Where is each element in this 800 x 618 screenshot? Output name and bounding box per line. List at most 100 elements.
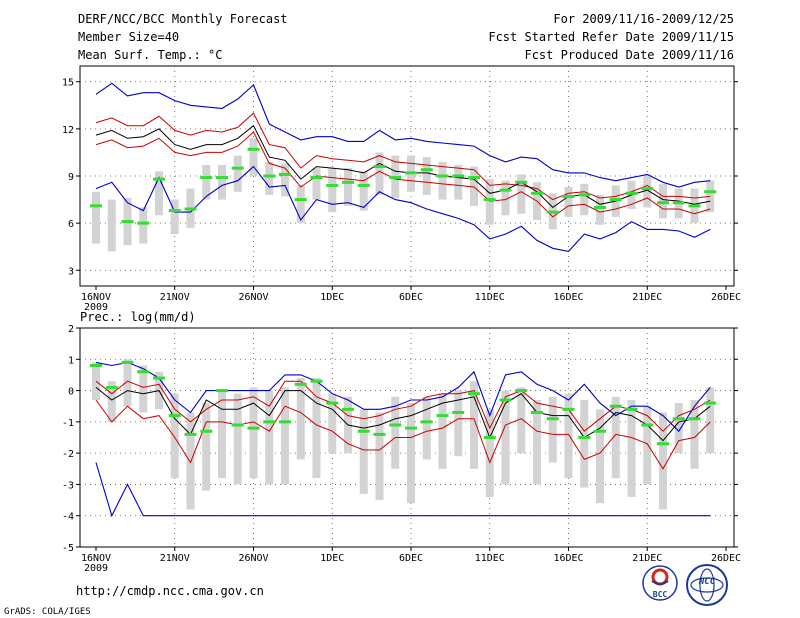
x-tick-label: 26DEC [711,292,741,303]
spread-box [517,174,526,214]
spread-box [643,406,652,485]
upper-line [95,380,711,432]
median-marker [405,426,417,430]
spread-box [438,393,447,469]
bcc-logo: BCC [642,565,678,601]
median-marker [594,429,606,433]
median-marker [247,426,260,430]
y-tick-label: 6 [68,219,74,230]
median-marker [184,207,197,211]
median-marker [231,166,244,170]
year-label: 2009 [84,563,108,574]
spread-box [659,412,667,510]
spread-box [470,166,478,206]
x-tick-label: 26NOV [238,553,268,564]
y-tick-label: -2 [62,449,74,460]
median-marker [625,191,638,195]
spread-box [281,387,289,485]
median-marker [168,209,181,213]
spread-box [580,399,589,488]
median-marker [468,176,480,180]
median-marker [357,429,370,433]
spread-box [422,396,431,460]
spread-box [454,390,463,457]
median-marker [420,420,433,424]
spread-box [170,393,179,479]
spread-box [501,180,510,216]
median-marker [137,221,150,225]
median-marker [483,436,496,439]
median-marker [562,194,575,198]
median-marker [468,392,480,396]
median-marker [609,198,622,202]
svg-text:BCC: BCC [653,590,668,599]
spread-box [107,381,116,422]
x-tick-label: 11DEC [475,292,505,303]
median-marker [310,379,323,383]
median-marker [389,176,402,180]
median-marker [294,198,307,202]
spread-box [312,168,321,200]
spread-box [375,152,384,195]
x-tick-label: 6DEC [399,553,423,564]
y-tick-label: -5 [62,543,74,554]
spread-box [312,378,321,479]
x-tick-label: 16NOV [81,553,111,564]
spread-box [233,155,242,192]
forecast-started: Fcst Started Refer Date 2009/11/15 [488,30,734,44]
spread-box [611,396,620,479]
y-tick-label: 15 [62,78,74,89]
median-marker [420,168,433,172]
x-tick-label: 21NOV [160,292,190,303]
spread-box [596,194,604,225]
spread-box [533,399,541,485]
forecast-period: For 2009/11/16-2009/12/25 [553,12,734,26]
spread-box [659,183,667,219]
spread-box [233,393,242,485]
median-marker [137,370,150,374]
median-marker [594,205,606,209]
spread-box [218,390,226,479]
spread-box [107,199,116,252]
spread-box [92,191,100,244]
precipitation-panel: -5 -4 -3 -2 -1 0 1 2 16NOV 21NOV 26NOV 1DEC 6DEC 11DE… [62,324,741,574]
x-tick-label: 1DEC [320,292,344,303]
median-marker [200,429,213,433]
median-marker [263,174,276,178]
ncc-logo: NCC [686,564,728,606]
upper-line [95,112,711,201]
x-tick-label: 16NOV [81,292,111,303]
max-line [95,361,711,433]
median-marker [326,401,339,405]
median-marker [641,187,654,191]
spread-box [170,199,179,235]
spread-box [202,165,211,200]
x-tick-label: 26DEC [711,553,741,564]
forecast-produced: Fcst Produced Date 2009/11/16 [524,48,734,62]
median-marker [546,417,559,421]
median-marker [216,176,228,180]
y-tick-label: 3 [68,266,74,277]
median-marker [562,407,575,411]
median-marker [452,410,465,414]
spread-box [501,390,510,485]
y-tick-label: 12 [62,125,74,136]
spread-box [328,168,337,213]
median-marker [483,198,496,202]
median-marker [310,176,323,180]
spread-box [643,174,652,208]
spread-box [485,179,494,225]
spread-box [517,387,526,454]
spread-box [706,387,715,454]
median-marker [121,220,134,224]
mean-line [95,387,711,442]
x-tick-label: 21DEC [632,553,662,564]
spread-box [296,378,305,460]
source-url: http://cmdp.ncc.cma.gov.cn [76,584,264,598]
spread-box [375,412,384,501]
median-marker [373,432,386,436]
spread-box [470,381,478,469]
median-marker [609,404,622,408]
median-marker [184,432,197,436]
temperature-panel: 3 6 9 12 15 16NOV 21NOV 26NOV 1DEC 6DEC 11DEC 16DEC… [62,65,741,313]
